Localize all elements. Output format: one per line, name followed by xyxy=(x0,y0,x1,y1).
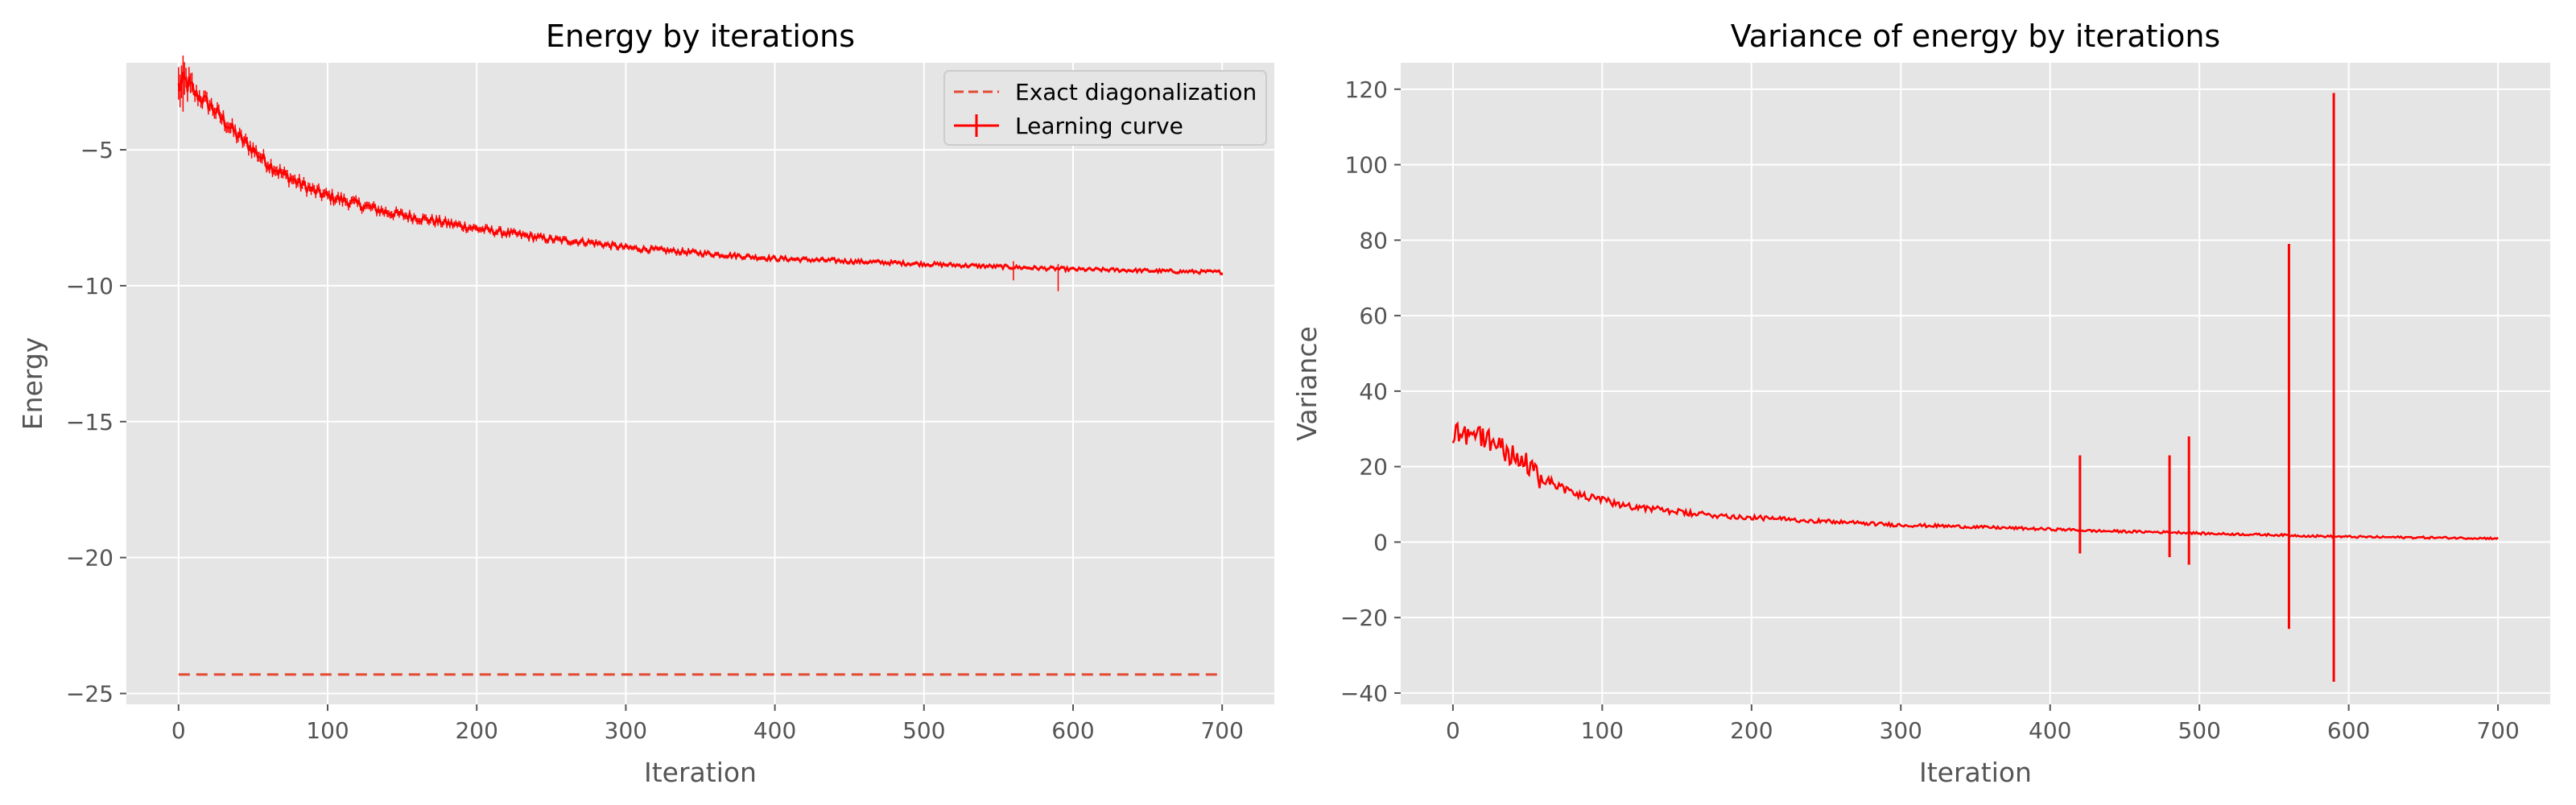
variance-ticks: 0 100 200 300 400 500 600 700 −40 −20 0 20 40 60 80 100… xyxy=(1340,76,2520,744)
variance-plot-area xyxy=(1401,63,2550,704)
variance-series xyxy=(1451,93,2499,682)
energy-x-tick-label: 300 xyxy=(605,717,647,744)
variance-chart-title: Variance of energy by iterations xyxy=(1731,19,2220,54)
variance-y-tick-label: −40 xyxy=(1340,680,1388,707)
energy-x-tick-label: 200 xyxy=(455,717,497,744)
variance-chart: 0 100 200 300 400 500 600 700 −40 −20 0 20 40 60 80 100… xyxy=(1291,19,2550,788)
energy-plot-area xyxy=(126,63,1274,704)
variance-y-tick-label: 120 xyxy=(1345,76,1388,103)
legend-box xyxy=(943,70,1267,146)
variance-y-tick-label: 40 xyxy=(1359,378,1388,405)
variance-x-tick-label: 700 xyxy=(2476,717,2519,744)
variance-grid xyxy=(1401,63,2550,704)
energy-y-tick-label: −5 xyxy=(80,137,114,163)
energy-x-tick-label: 100 xyxy=(306,717,349,744)
variance-y-tick-label: 60 xyxy=(1359,303,1388,329)
energy-x-tick-label: 400 xyxy=(753,717,796,744)
legend-exact-diagonalization-label: Exact diagonalization xyxy=(1015,79,1257,105)
variance-x-tick-label: 100 xyxy=(1581,717,1624,744)
energy-y-tick-label: −10 xyxy=(66,273,114,299)
variance-y-tick-label: 0 xyxy=(1373,529,1388,555)
legend-learning-curve-label: Learning curve xyxy=(1015,113,1183,139)
energy-x-axis-label: Iteration xyxy=(644,757,757,788)
variance-x-tick-label: 600 xyxy=(2327,717,2370,744)
energy-ticks: 0 100 200 300 400 500 600 700 −25 −20 −15 −10 −5 xyxy=(66,137,1244,744)
energy-chart: 0 100 200 300 400 500 600 700 −25 −20 −15 −10 −5 Ene… xyxy=(17,19,1274,788)
variance-x-tick-label: 300 xyxy=(1880,717,1922,744)
variance-x-tick-label: 500 xyxy=(2178,717,2220,744)
energy-x-tick-label: 500 xyxy=(902,717,945,744)
variance-x-axis-label: Iteration xyxy=(1919,757,2032,788)
variance-x-tick-label: 0 xyxy=(1446,717,1460,744)
energy-x-tick-label: 0 xyxy=(171,717,186,744)
energy-legend: Exact diagonalization Learning curve xyxy=(943,70,1267,146)
energy-series xyxy=(177,56,1223,676)
energy-grid xyxy=(126,63,1274,704)
variance-x-tick-label: 200 xyxy=(1730,717,1773,744)
energy-y-tick-label: −20 xyxy=(66,545,114,572)
variance-line xyxy=(1451,421,2499,541)
variance-y-tick-label: −20 xyxy=(1340,605,1388,631)
variance-y-axis-label: Variance xyxy=(1291,326,1323,441)
energy-x-tick-label: 700 xyxy=(1200,717,1243,744)
variance-x-tick-label: 400 xyxy=(2029,717,2071,744)
energy-chart-title: Energy by iterations xyxy=(546,19,855,54)
energy-x-tick-label: 600 xyxy=(1051,717,1094,744)
variance-y-tick-label: 20 xyxy=(1359,454,1388,481)
variance-y-tick-label: 80 xyxy=(1359,227,1388,254)
energy-y-axis-label: Energy xyxy=(17,337,48,431)
energy-y-tick-label: −25 xyxy=(66,680,114,707)
learning-curve-line xyxy=(177,72,1223,275)
variance-y-tick-label: 100 xyxy=(1345,152,1388,179)
energy-y-tick-label: −15 xyxy=(66,409,114,436)
